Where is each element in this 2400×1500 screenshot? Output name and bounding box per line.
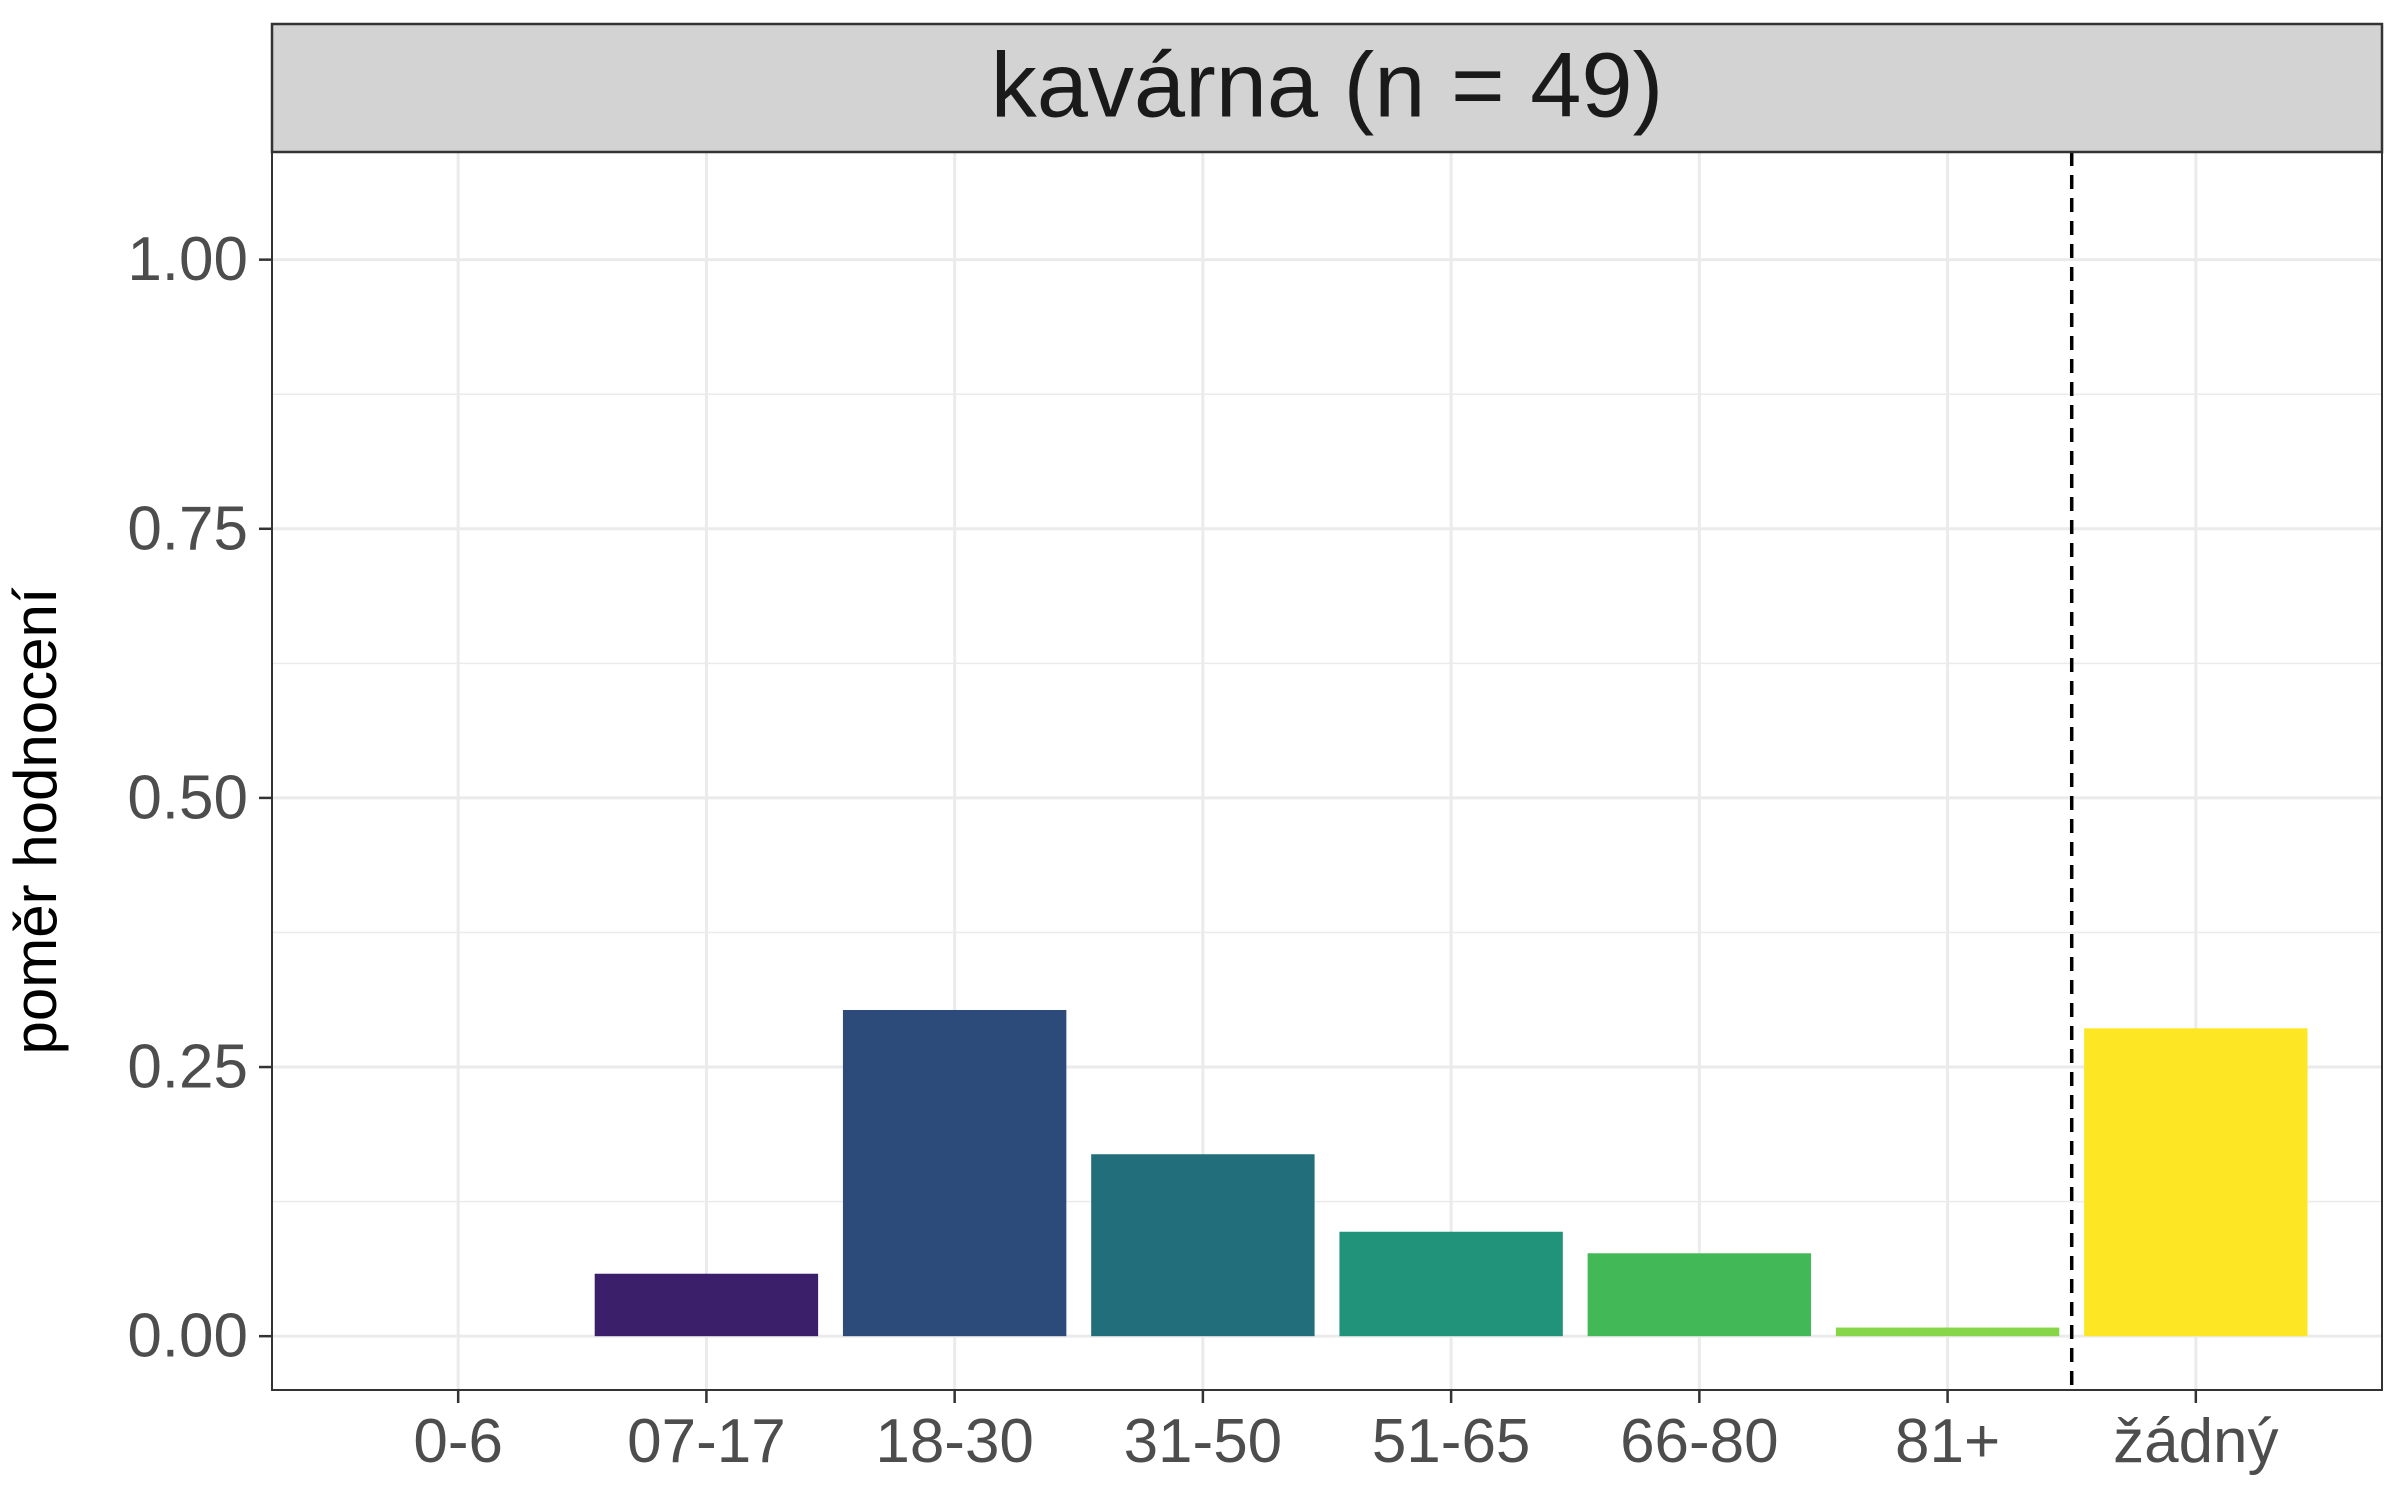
bar-07-17 bbox=[594, 1273, 819, 1337]
bars bbox=[594, 1009, 2308, 1337]
bar-18-30 bbox=[842, 1009, 1067, 1337]
y-tick-label: 0.50 bbox=[127, 763, 248, 832]
y-tick-label: 0.00 bbox=[127, 1302, 248, 1371]
chart-title: kavárna (n = 49) bbox=[991, 34, 1663, 136]
bar-51-65 bbox=[1339, 1231, 1563, 1337]
y-axis-title: poměr hodnocení bbox=[2, 587, 69, 1054]
x-tick-label: 0-6 bbox=[413, 1407, 503, 1476]
grid bbox=[272, 152, 2382, 1390]
bar-žádný bbox=[2084, 1028, 2308, 1337]
bar-66-80 bbox=[1587, 1253, 1812, 1337]
x-tick-label: 18-30 bbox=[875, 1407, 1034, 1476]
bar-81+ bbox=[1835, 1327, 2060, 1337]
x-tick-label: 51-65 bbox=[1372, 1407, 1531, 1476]
x-tick-label: 07-17 bbox=[627, 1407, 786, 1476]
y-tick-label: 0.25 bbox=[127, 1033, 248, 1102]
bar-31-50 bbox=[1091, 1154, 1315, 1337]
facet-strip bbox=[270, 22, 2384, 154]
x-tick-label: 66-80 bbox=[1620, 1407, 1779, 1476]
x-tick-label: žádný bbox=[2113, 1407, 2278, 1476]
y-axis: 0.00 0.25 0.50 0.75 1.00 bbox=[127, 225, 272, 1371]
x-tick-label: 81+ bbox=[1895, 1407, 2000, 1476]
y-tick-label: 0.75 bbox=[127, 494, 248, 563]
x-tick-label: 31-50 bbox=[1124, 1407, 1283, 1476]
x-axis: 0-6 07-17 18-30 31-50 51-65 66-80 81+ žádný bbox=[413, 1390, 2279, 1476]
y-tick-label: 1.00 bbox=[127, 225, 248, 294]
